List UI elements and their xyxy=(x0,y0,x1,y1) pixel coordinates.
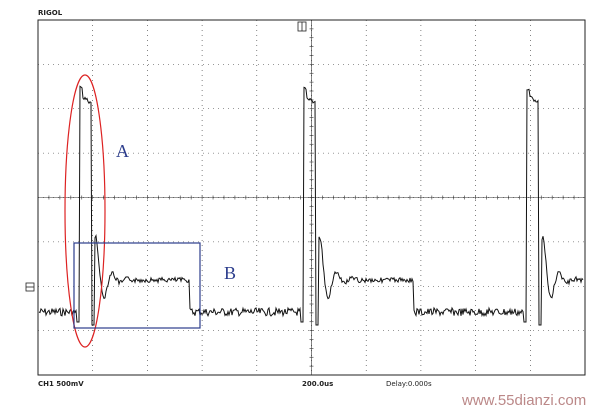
watermark: www.55dianzi.com xyxy=(461,392,586,409)
label-b: B xyxy=(224,263,236,283)
highlight-ellipse xyxy=(64,74,106,348)
highlight-box xyxy=(73,242,201,329)
frame xyxy=(37,19,586,376)
channel-marker xyxy=(25,282,35,292)
delay: Delay:0.000s xyxy=(386,380,432,388)
trigger-marker xyxy=(297,21,307,32)
brand: RIGOL xyxy=(38,9,63,17)
label-a: A xyxy=(116,141,129,161)
graticule xyxy=(37,19,585,376)
timebase: 200.0us xyxy=(302,380,333,388)
channel-scale: CH1 500mV xyxy=(38,380,84,388)
waveform xyxy=(38,85,584,326)
